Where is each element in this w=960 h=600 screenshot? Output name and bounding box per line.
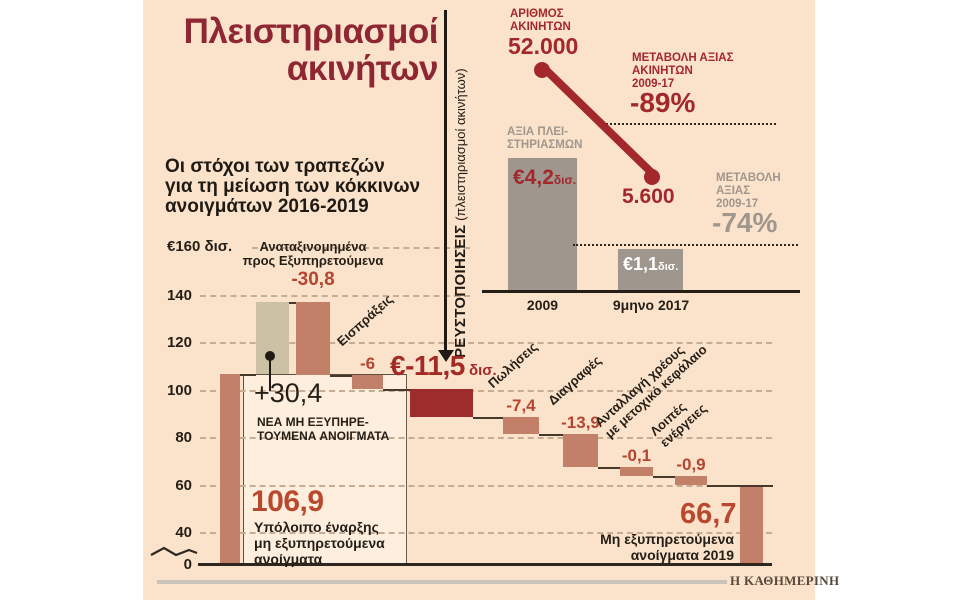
inset-value-change2-value: -74%	[712, 207, 778, 238]
inset-dotted-line-top	[601, 123, 776, 125]
inset-number-of-properties-label: ΑΡΙΘΜΟΣ ΑΚΙΝΗΤΩΝ	[510, 8, 571, 33]
liquidations-axis-label-bold: ΡΕΥΣΤΟΠΟΙΗΣΕΙΣ	[452, 224, 469, 358]
start-callout-box	[243, 374, 407, 566]
inset-auction-value-label: ΑΞΙΑ ΠΛΕΙ- ΣΤΗΡΙΑΣΜΩΝ	[507, 126, 583, 151]
reclassified-value: -30,8	[291, 269, 335, 290]
waterfall-bar-1	[256, 301, 289, 375]
inset-bar-2009	[508, 158, 577, 291]
gridline-140	[200, 294, 470, 297]
inset-value-change-value: -89%	[630, 87, 696, 118]
down-arrow-line	[444, 10, 447, 352]
inset-bar-2009-value: €4,2δισ.	[513, 166, 576, 190]
inset-x-axis	[482, 290, 800, 293]
waterfall-bar-6	[563, 434, 598, 468]
gridline-120	[200, 342, 772, 344]
end-balance-label: Μη εξυπηρετούμενα ανοίγματα 2019	[600, 531, 734, 563]
liquidations-value-number: €-11,5	[390, 350, 465, 381]
inset-xtick-2017: 9μηνο 2017	[612, 297, 690, 313]
axis-break-icon	[150, 546, 198, 557]
y-tick-0: 0	[183, 556, 192, 573]
value-label-5: -7,4	[506, 395, 536, 415]
waterfall-bar-3	[352, 375, 383, 390]
page-title: Πλειστηριασμοί ακινήτων	[183, 12, 439, 88]
step-connector-1	[240, 374, 256, 377]
y-tick-120: 120	[166, 334, 192, 351]
value-label-8: -0,9	[676, 455, 706, 475]
inset-value-change2-label: ΜΕΤΑΒΟΛΗ ΑΞΙΑΣ 2009-17	[716, 172, 781, 210]
inset-value-change-label: ΜΕΤΑΒΟΛΗ ΑΞΙΑΣ ΑΚΙΝΗΤΩΝ 2009-17	[632, 52, 734, 90]
waterfall-bar-9	[740, 485, 763, 565]
liquidations-value: €-11,5 δισ.	[390, 350, 497, 382]
annotation-dot-line	[269, 357, 271, 391]
y-tick-140: 140	[166, 286, 192, 304]
value-label-3: -6	[359, 354, 376, 374]
y-tick-60: 60	[175, 476, 192, 494]
waterfall-bar-5	[503, 416, 539, 435]
step-connector-2	[289, 301, 296, 304]
inset-bar-2017-value: €1,1δισ.	[623, 254, 678, 275]
annotation-dot-icon	[265, 351, 275, 361]
step-connector-7	[598, 467, 620, 470]
gridline-80	[200, 437, 772, 439]
inset-xtick-2009: 2009	[526, 297, 559, 313]
gridline-100	[200, 389, 772, 392]
waterfall-bar-0	[220, 374, 240, 565]
chart-subtitle: Οι στόχοι των τραπεζών για τη μείωση των…	[165, 156, 421, 217]
value-label-6: -13,9	[561, 413, 600, 433]
inset-bar-2017-value-number: €1,1	[623, 254, 659, 274]
waterfall-bar-4	[410, 389, 473, 417]
y-tick-40: 40	[175, 524, 192, 541]
new-npe-label: ΝΕΑ ΜΗ ΕΞΥΠΗΡΕ- ΤΟΥΜΕΝΑ ΑΝΟΙΓΜΑΤΑ	[257, 415, 390, 443]
waterfall-bar-8	[675, 476, 707, 486]
value-label-7: -0,1	[621, 446, 652, 466]
new-npe-value: +30,4	[254, 378, 323, 408]
y-tick-80: 80	[175, 429, 192, 446]
liquidations-axis-label-note: (πλειστηριασμοί ακινήτων)	[453, 68, 468, 225]
step-connector-8	[653, 476, 675, 479]
start-balance-value: 106,9	[251, 485, 324, 518]
step-connector-9	[707, 485, 773, 488]
inset-number-2009: 52.000	[508, 33, 579, 59]
inset-bar-2017-value-unit: δισ.	[658, 261, 679, 273]
inset-bar-2009-value-number: €4,2	[513, 166, 554, 189]
step-connector-3	[330, 375, 352, 378]
footer-divider	[157, 580, 727, 584]
inset-bar-2009-value-unit: δισ.	[553, 173, 577, 187]
gridline-60	[200, 484, 772, 487]
waterfall-bar-2	[296, 301, 330, 376]
liquidations-axis-label: ΡΕΥΣΤΟΠΟΙΗΣΕΙΣ (πλειστηριασμοί ακινήτων)	[452, 6, 469, 358]
inset-trend-dot-2009	[534, 62, 550, 78]
step-connector-6	[539, 434, 563, 437]
down-arrow-icon	[438, 350, 454, 362]
y-tick-100: 100	[166, 381, 192, 399]
waterfall-bar-7	[620, 467, 653, 477]
y-axis-top-label: €160 δισ.	[167, 238, 233, 255]
inset-bar-9μηνο 2017	[618, 249, 683, 291]
liquidations-value-unit: δισ.	[464, 362, 497, 379]
gridline-160	[252, 247, 470, 249]
gridline-40	[200, 532, 772, 534]
step-connector-4	[383, 389, 410, 392]
newspaper-credit: Η ΚΑΘΗΜΕΡΙΝΗ	[730, 573, 840, 588]
end-balance-value: 66,7	[680, 498, 737, 530]
inset-number-2017: 5.600	[622, 185, 675, 208]
start-balance-label: Υπόλοιπο έναρξης μη εξυπηρετούμενα ανοίγ…	[254, 519, 385, 567]
reclassified-label: Αναταξινομημένα προς Εξυπηρετούμενα	[242, 239, 384, 268]
step-connector-5	[473, 416, 503, 419]
inset-dotted-line-bottom	[573, 244, 798, 246]
inset-trend-dot-2017	[644, 169, 660, 185]
x-axis-line	[198, 563, 772, 566]
